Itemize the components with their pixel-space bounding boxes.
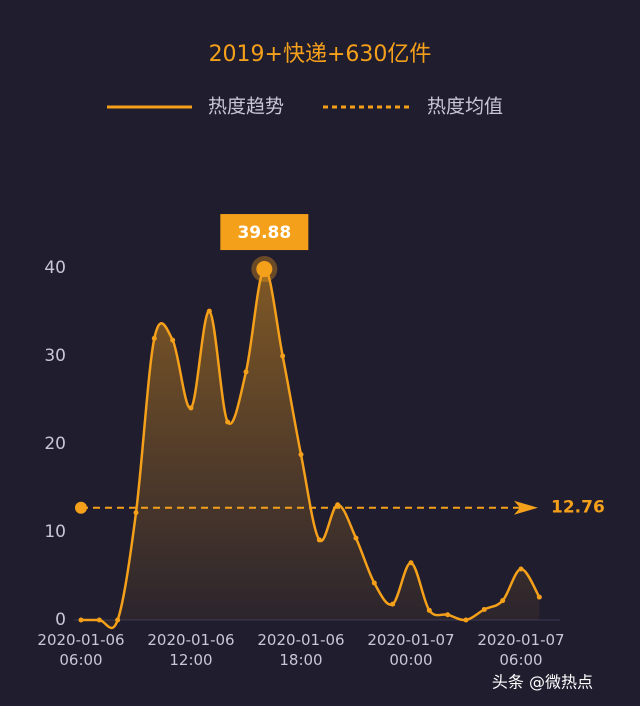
- mean-arrow: [514, 500, 538, 515]
- y-tick-label: 30: [44, 346, 66, 366]
- point: [96, 617, 102, 623]
- point: [390, 601, 396, 607]
- point: [371, 580, 377, 586]
- point: [316, 537, 322, 543]
- x-tick-label: 2020-01-06 12:00: [147, 631, 235, 669]
- mean-dot: [75, 501, 87, 514]
- area: [81, 268, 540, 628]
- point: [151, 335, 157, 341]
- point: [243, 369, 249, 375]
- point: [115, 617, 121, 623]
- peak-label: 39.88: [237, 223, 291, 243]
- point: [335, 502, 341, 508]
- chart-title: 2019+快递+630亿件: [209, 42, 432, 67]
- point: [518, 566, 524, 572]
- y-tick-label: 0: [55, 610, 66, 630]
- point: [133, 510, 139, 516]
- x-tick-label: 2020-01-07 00:00: [367, 631, 455, 669]
- watermark: 头条 @微热点: [492, 673, 593, 692]
- y-tick-label: 40: [44, 258, 66, 278]
- x-tick-label: 2020-01-07 06:00: [477, 631, 565, 669]
- y-tick-label: 20: [44, 434, 66, 454]
- legend-label: 热度趋势: [208, 96, 284, 118]
- y-tick-label: 10: [44, 522, 66, 542]
- point: [536, 594, 542, 600]
- peak-label-box: [220, 214, 309, 251]
- x-tick-label: 2020-01-06 06:00: [37, 631, 125, 669]
- point: [353, 535, 359, 541]
- point: [78, 617, 84, 623]
- point: [500, 598, 506, 604]
- mean-label: 12.76: [551, 498, 605, 518]
- x-tick-label: 2020-01-06 18:00: [257, 631, 345, 669]
- point: [170, 337, 176, 343]
- point: [408, 560, 414, 566]
- line: [81, 267, 541, 630]
- point: [280, 353, 286, 359]
- point: [206, 308, 212, 314]
- point: [188, 405, 194, 411]
- peak-point: [256, 261, 273, 278]
- point: [463, 617, 469, 623]
- point: [426, 607, 432, 613]
- point: [298, 452, 304, 458]
- legend-label: 热度均值: [427, 96, 503, 118]
- point: [225, 419, 231, 425]
- point: [481, 606, 487, 612]
- point: [445, 612, 451, 618]
